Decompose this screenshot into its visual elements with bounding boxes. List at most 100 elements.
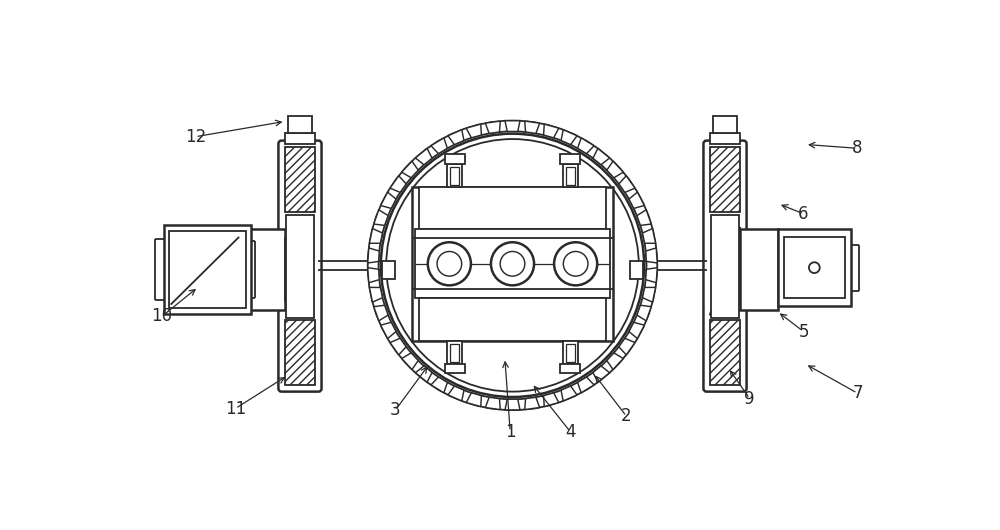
Circle shape xyxy=(381,134,644,397)
Bar xyxy=(740,229,778,310)
Bar xyxy=(711,215,739,317)
Polygon shape xyxy=(448,386,464,401)
Polygon shape xyxy=(431,377,447,393)
Polygon shape xyxy=(485,398,500,410)
Polygon shape xyxy=(607,353,623,369)
Bar xyxy=(415,229,610,298)
Polygon shape xyxy=(646,268,657,282)
Text: 7: 7 xyxy=(852,384,863,402)
Bar xyxy=(566,344,575,363)
Text: 2: 2 xyxy=(621,407,632,425)
Bar xyxy=(710,320,740,385)
Circle shape xyxy=(428,242,471,285)
Polygon shape xyxy=(402,161,418,178)
Polygon shape xyxy=(402,353,418,369)
Bar xyxy=(285,320,315,385)
Bar xyxy=(710,147,740,212)
Polygon shape xyxy=(607,161,623,178)
Bar xyxy=(778,229,851,306)
Bar xyxy=(733,238,740,301)
Polygon shape xyxy=(368,268,379,282)
Bar xyxy=(286,215,314,317)
Bar xyxy=(563,341,578,364)
Polygon shape xyxy=(466,124,481,138)
Text: 10: 10 xyxy=(152,307,173,325)
Polygon shape xyxy=(369,287,382,302)
Polygon shape xyxy=(637,305,651,321)
Polygon shape xyxy=(368,248,379,263)
Bar xyxy=(288,116,312,133)
Bar xyxy=(412,187,613,341)
Bar xyxy=(566,167,575,185)
Polygon shape xyxy=(619,338,635,355)
Polygon shape xyxy=(593,366,610,382)
Bar xyxy=(285,133,315,144)
Bar xyxy=(560,154,580,164)
Text: 5: 5 xyxy=(798,323,809,341)
Polygon shape xyxy=(390,176,406,192)
Text: 9: 9 xyxy=(744,390,755,408)
Polygon shape xyxy=(643,228,656,243)
Polygon shape xyxy=(619,176,635,192)
Circle shape xyxy=(563,251,588,276)
Polygon shape xyxy=(448,130,464,145)
Polygon shape xyxy=(381,192,396,208)
Circle shape xyxy=(491,242,534,285)
Polygon shape xyxy=(637,210,651,225)
Bar xyxy=(710,133,740,144)
Polygon shape xyxy=(561,130,577,145)
Text: 4: 4 xyxy=(565,422,576,440)
Bar xyxy=(382,261,395,279)
Text: 8: 8 xyxy=(852,139,863,157)
Polygon shape xyxy=(374,210,388,225)
Polygon shape xyxy=(374,305,388,321)
Polygon shape xyxy=(578,377,594,393)
Bar xyxy=(247,229,285,310)
Polygon shape xyxy=(525,121,540,134)
Bar xyxy=(445,364,465,373)
Bar xyxy=(285,147,315,212)
Polygon shape xyxy=(629,192,644,208)
Bar xyxy=(447,164,462,187)
Circle shape xyxy=(368,121,657,410)
Polygon shape xyxy=(643,287,656,302)
Bar xyxy=(630,261,643,279)
Polygon shape xyxy=(561,386,577,401)
Bar xyxy=(419,187,606,229)
Polygon shape xyxy=(485,121,500,134)
Polygon shape xyxy=(544,393,559,407)
Bar xyxy=(169,232,246,308)
Polygon shape xyxy=(466,393,481,407)
Bar xyxy=(450,344,459,363)
Bar xyxy=(164,225,251,314)
Text: 1: 1 xyxy=(505,422,516,440)
Polygon shape xyxy=(544,124,559,138)
Text: 12: 12 xyxy=(185,128,206,146)
Polygon shape xyxy=(431,138,447,154)
Polygon shape xyxy=(415,366,432,382)
Text: 3: 3 xyxy=(390,401,401,419)
Polygon shape xyxy=(381,322,396,339)
Polygon shape xyxy=(593,148,610,165)
Bar xyxy=(563,164,578,187)
Bar xyxy=(447,341,462,364)
Circle shape xyxy=(809,262,820,273)
Bar xyxy=(560,364,580,373)
Polygon shape xyxy=(629,322,644,339)
Polygon shape xyxy=(505,399,520,410)
Text: 6: 6 xyxy=(798,205,809,223)
Text: 11: 11 xyxy=(225,400,246,418)
Bar xyxy=(784,237,845,298)
Polygon shape xyxy=(646,248,657,263)
Circle shape xyxy=(500,251,525,276)
Bar xyxy=(445,154,465,164)
FancyBboxPatch shape xyxy=(703,140,747,392)
Polygon shape xyxy=(390,338,406,355)
Polygon shape xyxy=(369,228,382,243)
Polygon shape xyxy=(578,138,594,154)
Circle shape xyxy=(437,251,462,276)
Bar xyxy=(419,298,606,341)
Circle shape xyxy=(386,139,639,392)
Bar xyxy=(285,238,292,301)
Polygon shape xyxy=(525,398,540,410)
